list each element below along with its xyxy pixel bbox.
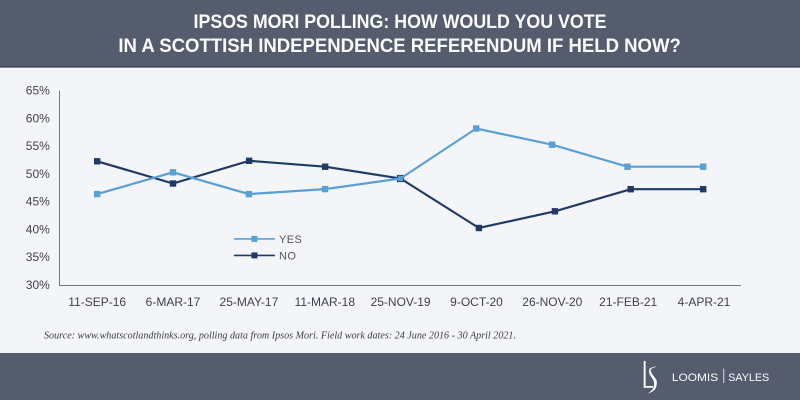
svg-text:55%: 55% (26, 139, 50, 153)
svg-text:6-MAR-17: 6-MAR-17 (146, 295, 201, 309)
svg-text:IPSOS MORI POLLING: HOW WOULD: IPSOS MORI POLLING: HOW WOULD YOU VOTE (194, 11, 607, 33)
svg-text:30%: 30% (26, 278, 50, 292)
svg-text:65%: 65% (26, 84, 50, 98)
svg-text:4-APR-21: 4-APR-21 (678, 295, 731, 309)
svg-text:YES: YES (279, 234, 302, 246)
svg-text:11-SEP-16: 11-SEP-16 (68, 295, 126, 309)
svg-text:25-NOV-19: 25-NOV-19 (371, 295, 431, 309)
svg-text:9-OCT-20: 9-OCT-20 (450, 295, 503, 309)
svg-text:NO: NO (279, 250, 296, 262)
svg-text:60%: 60% (26, 111, 50, 125)
svg-text:50%: 50% (26, 167, 50, 181)
svg-text:25-MAY-17: 25-MAY-17 (220, 295, 279, 309)
svg-text:LOOMIS: LOOMIS (672, 372, 718, 384)
svg-text:35%: 35% (26, 250, 50, 264)
svg-text:11-MAR-18: 11-MAR-18 (295, 295, 356, 309)
svg-text:45%: 45% (26, 195, 50, 209)
svg-text:26-NOV-20: 26-NOV-20 (522, 295, 582, 309)
svg-text:21-FEB-21: 21-FEB-21 (599, 295, 657, 309)
svg-text:SAYLES: SAYLES (728, 372, 769, 384)
svg-text:IN A SCOTTISH INDEPENDENCE REF: IN A SCOTTISH INDEPENDENCE REFERENDUM IF… (118, 35, 681, 57)
svg-text:Source: www.whatscotlandthinks: Source: www.whatscotlandthinks.org, poll… (44, 330, 516, 341)
svg-text:40%: 40% (26, 222, 50, 236)
